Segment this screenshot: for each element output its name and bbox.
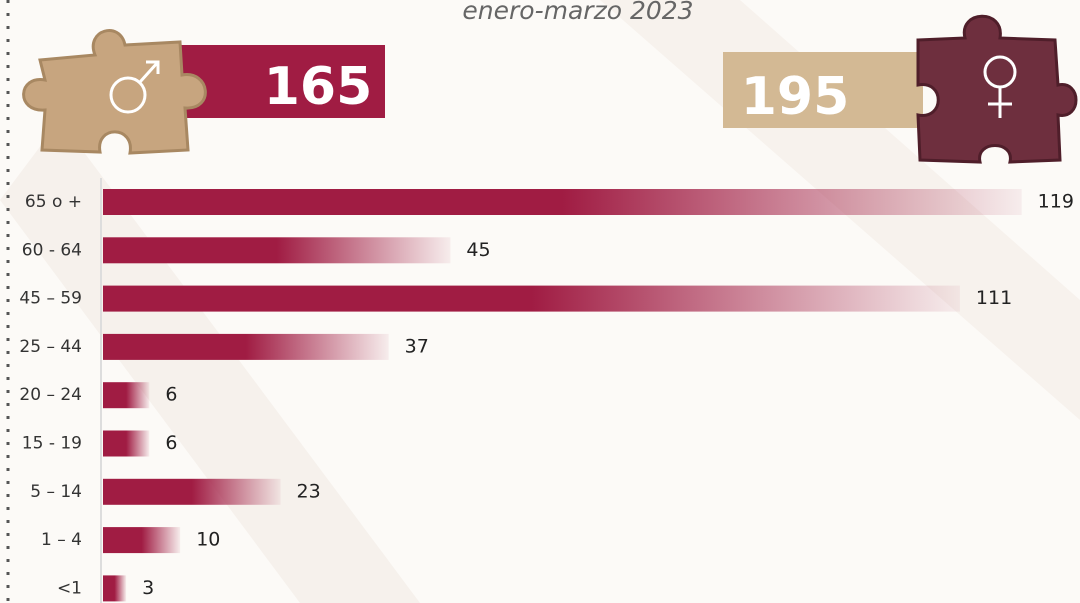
bar <box>103 237 450 263</box>
bar <box>103 286 960 312</box>
bar <box>103 575 126 601</box>
male-total: 165 <box>264 57 373 117</box>
category-label: 1 – 4 <box>41 530 82 550</box>
value-label: 3 <box>142 577 154 599</box>
category-label: 5 – 14 <box>30 482 82 502</box>
value-label: 6 <box>165 384 177 406</box>
bar <box>103 527 180 553</box>
bar <box>103 479 281 505</box>
value-label: 111 <box>976 287 1012 309</box>
chart: enero-marzo 2023 165 195 65 o + 119 60 - 6… <box>0 0 1080 603</box>
bar <box>103 334 389 360</box>
value-label: 23 <box>297 480 321 502</box>
bar <box>103 189 1022 215</box>
bar <box>103 382 149 408</box>
value-label: 6 <box>165 432 177 454</box>
category-label: 20 – 24 <box>19 385 82 405</box>
category-label: 45 – 59 <box>19 289 82 309</box>
category-label: 65 o + <box>25 192 82 212</box>
category-label: 60 - 64 <box>22 240 82 260</box>
subtitle: enero-marzo 2023 <box>462 0 693 25</box>
category-label: 25 – 44 <box>19 337 82 357</box>
value-label: 10 <box>196 529 220 551</box>
category-label: 15 - 19 <box>22 434 82 454</box>
page: {"chart_data": {"type": "bar", "orientat… <box>0 0 1080 603</box>
category-label: <1 <box>57 578 82 598</box>
female-total: 195 <box>741 67 850 127</box>
value-label: 119 <box>1038 191 1074 213</box>
value-label: 37 <box>405 335 429 357</box>
bar <box>103 431 149 457</box>
value-label: 45 <box>466 239 490 261</box>
